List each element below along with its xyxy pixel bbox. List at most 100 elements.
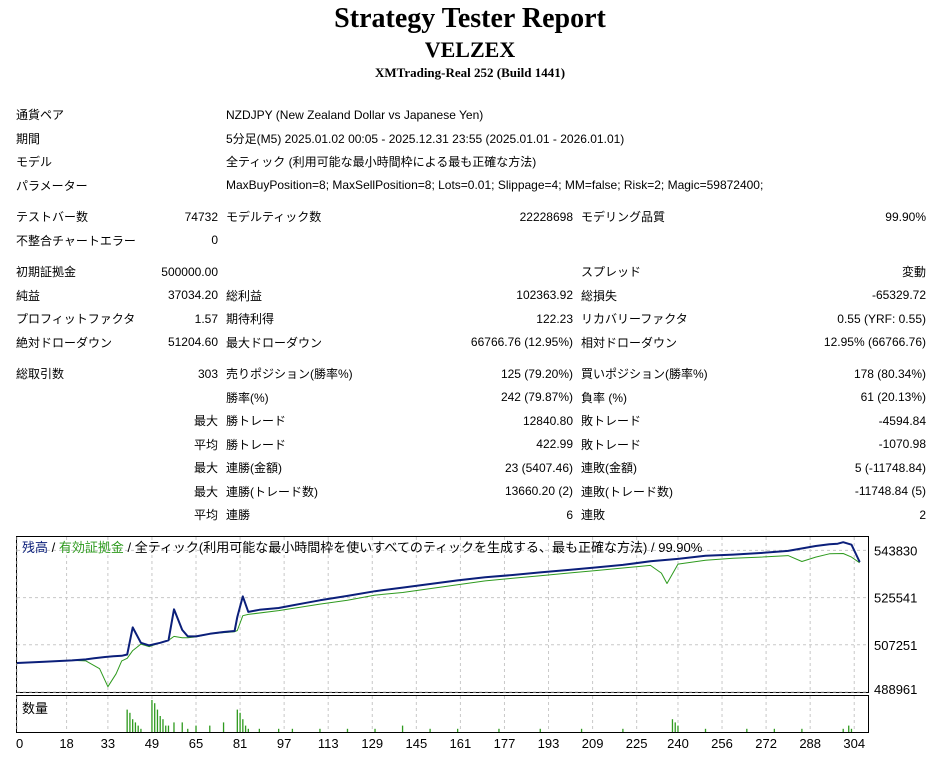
- x-tick-label: 97: [277, 736, 291, 751]
- stat-label: 純益: [16, 288, 41, 303]
- stat-value: 125 (79.20%): [500, 366, 573, 381]
- stat-label: 総取引数: [16, 367, 65, 382]
- stat-value: 66766.76 (12.95%): [470, 335, 573, 350]
- stat-label: 初期証拠金: [16, 265, 77, 280]
- x-tick-label: 177: [494, 736, 516, 751]
- x-tick-label: 304: [843, 736, 865, 751]
- stat-value: -1070.98: [878, 437, 926, 452]
- x-tick-label: 113: [318, 736, 339, 751]
- stat-label: 連敗: [581, 508, 606, 523]
- stat-value: 2: [919, 507, 926, 522]
- stat-value: 99.90%: [885, 209, 926, 224]
- stat-label: 連勝(トレード数): [226, 484, 318, 499]
- stat-label: 連敗(トレード数): [581, 484, 673, 499]
- stat-label: 敗トレード: [581, 437, 642, 452]
- stat-label: 平均: [193, 508, 218, 523]
- stat-label: 総損失: [581, 288, 618, 303]
- stat-row-consec-trades: 最大 連勝(トレード数) 13660.20 (2) 連敗(トレード数) -117…: [12, 480, 930, 504]
- stat-value: -4594.84: [878, 413, 926, 428]
- setting-label: 期間: [16, 131, 41, 146]
- stat-value: 303: [197, 366, 218, 381]
- legend-sep: /: [48, 540, 59, 555]
- stat-label: 不整合チャートエラー: [16, 233, 136, 248]
- stat-value: 変動: [901, 265, 926, 280]
- stat-value: 13660.20 (2): [504, 484, 573, 499]
- setting-label: パラメーター: [16, 178, 88, 193]
- stat-label: 連勝: [226, 508, 251, 523]
- stat-value: -11748.84 (5): [854, 484, 926, 499]
- x-tick-label: 161: [450, 736, 472, 751]
- stat-label: リカバリーファクタ: [581, 312, 688, 327]
- balance-chart-svg: 488961 507251 525541 543830 0 18 33 49 65 81 97 11…: [16, 536, 917, 751]
- stat-value: 12.95% (66766.76): [823, 335, 926, 350]
- setting-value: 5分足(M5) 2025.01.02 00:05 - 2025.12.31 23…: [226, 131, 625, 146]
- volume-bars: [126, 700, 853, 732]
- stat-label: 相対ドローダウン: [581, 335, 678, 350]
- stat-label: 勝トレード: [226, 437, 287, 452]
- setting-label: 通貨ペア: [16, 108, 65, 123]
- y-tick-labels: 488961 507251 525541 543830: [874, 543, 917, 697]
- x-tick-label: 145: [405, 736, 427, 751]
- stat-value: 422.99: [536, 437, 573, 452]
- legend-equity: 有効証拠金: [59, 540, 124, 555]
- stat-value: 242 (79.87%): [500, 390, 573, 405]
- stat-label: 最大: [193, 461, 218, 476]
- stat-row-trades: 総取引数 303 売りポジション(勝率%) 125 (79.20%) 買いポジシ…: [12, 362, 930, 386]
- series-lines: [16, 541, 861, 688]
- balance-line: [16, 541, 861, 664]
- stat-value: 500000.00: [161, 264, 218, 279]
- server-build: XMTrading-Real 252 (Build 1441): [374, 65, 566, 80]
- stat-row-avg-consec: 平均 連勝 6 連敗 2: [12, 503, 930, 527]
- chart-legend: 残高 / 有効証拠金 / 全ティック(利用可能な最小時間枠を使いすべてのティック…: [22, 540, 703, 555]
- x-tick-labels: 0 18 33 49 65 81 97 113 129 145 161 177 193 209 225 240…: [16, 736, 865, 751]
- stat-label: 平均: [193, 437, 218, 452]
- stat-value: 61 (20.13%): [860, 390, 926, 405]
- stat-value: 12840.80: [522, 413, 573, 428]
- legend-rest: / 全ティック(利用可能な最小時間枠を使いすべてのティックを生成する、最も正確な…: [124, 540, 703, 555]
- setting-label: モデル: [16, 155, 53, 170]
- balance-chart: 488961 507251 525541 543830 0 18 33 49 65 81 97 11…: [0, 534, 940, 761]
- grid: [16, 537, 868, 732]
- stat-label: 最大ドローダウン: [226, 335, 323, 350]
- stat-label: モデリング品質: [581, 210, 666, 225]
- stat-label: 敗トレード: [581, 414, 642, 429]
- setting-row-symbol: 通貨ペア NZDJPY (New Zealand Dollar vs Japan…: [12, 103, 930, 127]
- y-tick-label: 488961: [874, 682, 917, 697]
- volume-label: 数量: [22, 701, 48, 716]
- stat-value: -65329.72: [871, 288, 926, 303]
- stat-label: 絶対ドローダウン: [16, 335, 113, 350]
- legend-balance: 残高: [22, 540, 48, 555]
- stat-value: 1.57: [194, 311, 218, 326]
- stat-label: 勝トレード: [226, 414, 287, 429]
- x-tick-label: 65: [189, 736, 203, 751]
- stat-value: 37034.20: [167, 288, 218, 303]
- stat-row-average: 平均 勝トレード 422.99 敗トレード -1070.98: [12, 433, 930, 457]
- stat-value: 0.55 (YRF: 0.55): [837, 311, 926, 326]
- x-tick-label: 49: [145, 736, 159, 751]
- setting-row-period: 期間 5分足(M5) 2025.01.02 00:05 - 2025.12.31…: [12, 127, 930, 151]
- stat-value: 122.23: [536, 311, 573, 326]
- volume-plot-frame: [16, 695, 869, 733]
- equity-line: [16, 553, 860, 688]
- setting-row-parameters: パラメーター MaxBuyPosition=8; MaxSellPosition…: [12, 174, 930, 198]
- stat-row-factors: プロフィットファクタ 1.57 期待利得 122.23 リカバリーファクタ 0.…: [12, 307, 930, 331]
- stat-label: 勝率(%): [226, 390, 269, 405]
- stat-label: 最大: [193, 484, 218, 499]
- stat-label: 負率 (%): [581, 390, 627, 405]
- stat-label: 最大: [193, 414, 218, 429]
- setting-value: NZDJPY (New Zealand Dollar vs Japanese Y…: [226, 107, 484, 122]
- stat-label: 総利益: [226, 288, 263, 303]
- stat-label: 売りポジション(勝率%): [226, 367, 353, 382]
- stat-value: 22228698: [519, 209, 573, 224]
- stat-label: プロフィットファクタ: [16, 312, 136, 327]
- stat-row-consec-amount: 最大 連勝(金額) 23 (5407.46) 連敗(金額) 5 (-11748.…: [12, 456, 930, 480]
- ea-name: VELZEX: [424, 37, 516, 62]
- x-tick-label: 209: [582, 736, 604, 751]
- x-tick-label: 33: [101, 736, 115, 751]
- stat-value: 5 (-11748.84): [854, 460, 926, 475]
- stat-row-deposit: 初期証拠金 500000.00 スプレッド 変動: [12, 260, 930, 284]
- stat-label: 買いポジション(勝率%): [581, 367, 708, 382]
- y-tick-label: 543830: [874, 543, 917, 558]
- setting-value: MaxBuyPosition=8; MaxSellPosition=8; Lot…: [226, 178, 764, 193]
- stat-label: 連敗(金額): [581, 461, 637, 476]
